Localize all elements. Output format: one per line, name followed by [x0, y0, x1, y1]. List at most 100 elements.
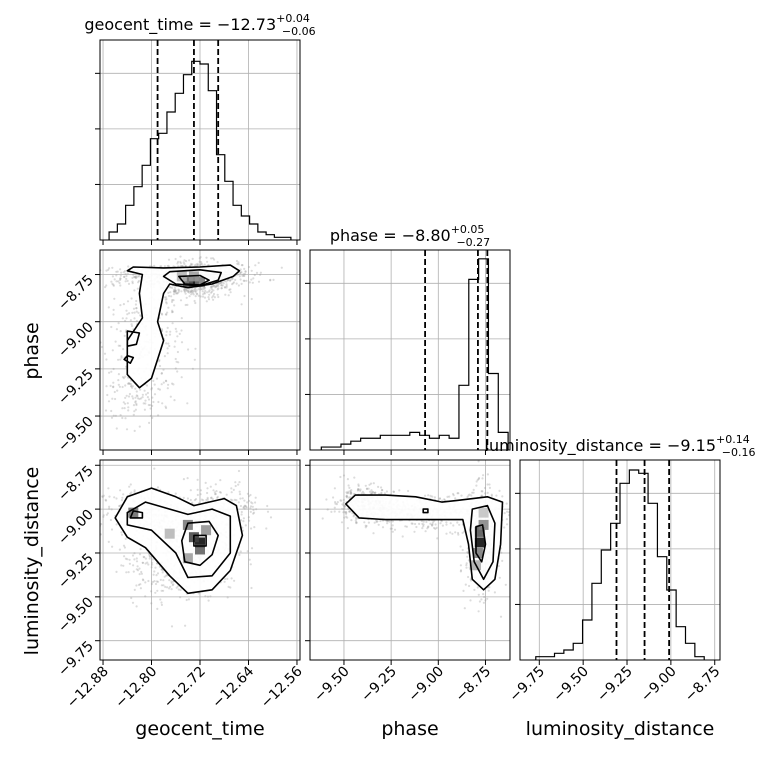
scatter-point: [126, 300, 130, 303]
scatter-point: [120, 533, 124, 536]
scatter-point: [141, 396, 144, 399]
scatter-point: [204, 595, 207, 598]
xlabel-phase: phase: [381, 718, 438, 740]
scatter-point: [116, 389, 119, 392]
scatter-point: [112, 386, 115, 389]
scatter-point: [411, 522, 414, 525]
scatter-point: [114, 414, 117, 417]
scatter-point: [355, 522, 358, 525]
scatter-point: [123, 275, 126, 278]
scatter-point: [424, 494, 427, 497]
scatter-point: [355, 521, 358, 524]
scatter-point: [238, 493, 242, 496]
scatter-point: [183, 288, 186, 291]
density-cell: [472, 547, 483, 558]
scatter-point: [106, 512, 109, 515]
scatter-point: [171, 322, 174, 325]
scatter-point: [340, 499, 343, 502]
scatter-point: [170, 295, 173, 298]
scatter-point: [178, 289, 181, 292]
scatter-point: [238, 481, 241, 484]
scatter-point: [146, 391, 149, 395]
scatter-point: [188, 264, 192, 267]
scatter-point: [344, 505, 347, 508]
tick-label-x: −12.64: [209, 663, 257, 711]
scatter-point: [225, 283, 228, 286]
scatter-point: [171, 584, 174, 587]
scatter-point: [352, 515, 355, 518]
scatter-point: [218, 282, 221, 285]
contour-line: [114, 487, 244, 595]
scatter-point: [135, 275, 138, 278]
scatter-point: [535, 507, 537, 509]
scatter-point: [180, 329, 183, 332]
scatter-point: [210, 496, 213, 500]
scatter-point: [167, 383, 170, 386]
scatter-point: [197, 294, 200, 297]
scatter-point: [461, 531, 464, 535]
scatter-point: [135, 307, 138, 310]
scatter-point: [171, 299, 174, 302]
scatter-point: [501, 559, 504, 563]
scatter-point: [151, 416, 154, 419]
scatter-point: [149, 414, 152, 417]
scatter-point: [112, 308, 115, 311]
scatter-point: [211, 497, 214, 501]
scatter-point: [208, 293, 211, 296]
scatter-point: [477, 477, 480, 481]
scatter-point: [214, 285, 218, 288]
scatter-point: [186, 303, 189, 306]
density-cell: [164, 528, 175, 539]
scatter-point: [229, 586, 232, 589]
scatter-point: [514, 511, 516, 513]
scatter-point: [132, 570, 135, 573]
tick-label-y: −8.75: [55, 272, 97, 314]
scatter-point: [164, 585, 167, 589]
scatter-point: [391, 520, 394, 523]
scatter-point: [465, 566, 468, 569]
scatter-point: [257, 280, 261, 283]
scatter-point: [459, 564, 462, 567]
scatter-point: [150, 387, 153, 390]
scatter-point: [445, 532, 448, 535]
scatter-point: [151, 563, 154, 566]
contour-line: [193, 534, 207, 547]
scatter-point: [157, 414, 160, 417]
scatter-point: [161, 329, 164, 332]
scatter-point: [126, 402, 129, 405]
scatter-point: [239, 550, 242, 553]
scatter-point: [116, 270, 119, 273]
scatter-point: [150, 388, 153, 391]
scatter-point: [466, 551, 469, 554]
scatter-point: [104, 286, 107, 289]
scatter-point: [120, 355, 123, 358]
scatter-point: [148, 554, 151, 558]
scatter-point: [445, 521, 448, 524]
scatter-point: [145, 393, 148, 396]
scatter-point: [132, 273, 135, 276]
tick-label-x: −9.50: [550, 664, 592, 706]
scatter-point: [165, 302, 168, 305]
scatter-point: [119, 277, 122, 280]
scatter-point: [107, 400, 111, 403]
scatter-point: [164, 405, 167, 408]
scatter-point: [497, 564, 500, 568]
scatter-point: [138, 573, 141, 576]
scatter-point: [349, 491, 353, 494]
scatter-point: [183, 289, 186, 292]
scatter-point: [137, 583, 141, 587]
scatter-point: [117, 383, 120, 386]
scatter-point: [482, 474, 485, 477]
scatter-point: [336, 501, 339, 504]
scatter-point: [183, 262, 186, 265]
scatter-point: [128, 312, 131, 315]
scatter-point: [194, 288, 197, 291]
scatter-point: [481, 490, 484, 493]
scatter-point: [225, 286, 228, 289]
scatter-point: [343, 506, 346, 510]
scatter-point: [119, 344, 122, 347]
scatter-point: [229, 279, 232, 282]
scatter-point: [254, 496, 257, 499]
scatter-point: [113, 496, 116, 499]
